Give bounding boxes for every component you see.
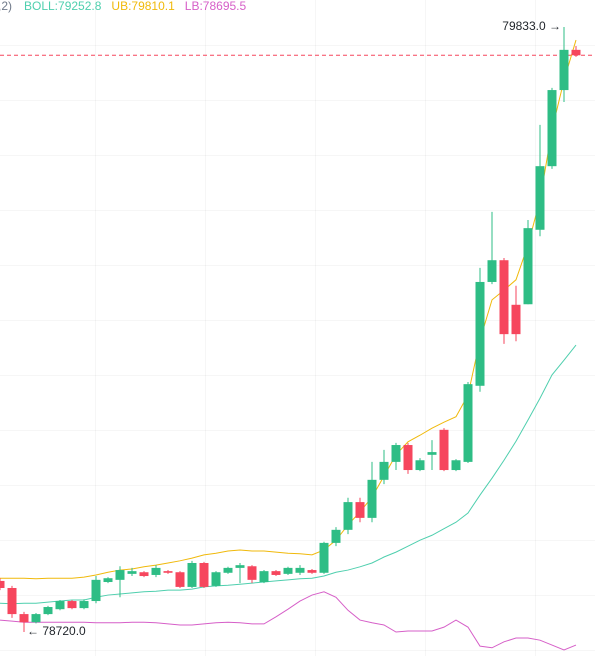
candle-body [343, 502, 353, 530]
candle-body [199, 562, 209, 587]
legend-entry: UB:79810.1 [111, 0, 175, 13]
candle-body [55, 601, 65, 610]
candle-body [547, 90, 557, 167]
candle-body [7, 587, 17, 615]
candle-body [559, 49, 569, 91]
candle-body [223, 567, 233, 573]
indicator-params: ,2) [0, 0, 12, 13]
candle-body [271, 571, 281, 575]
candle-body [19, 614, 29, 623]
legend-entry: LB:78695.5 [185, 0, 247, 13]
candle-body [487, 260, 497, 282]
candle-body [463, 384, 473, 462]
candle-body [379, 461, 389, 480]
indicator-line [0, 344, 577, 605]
min-price-label: ← 78720.0 [27, 624, 86, 638]
candle-body [91, 579, 101, 602]
indicator-line [0, 591, 577, 651]
candle-body [499, 260, 509, 335]
legend-entry: BOLL:79252.8 [24, 0, 102, 13]
candle-body [43, 607, 53, 615]
candle-body [331, 529, 341, 543]
candle-body [259, 571, 269, 583]
indicator-line [0, 39, 577, 580]
candle-body [535, 166, 545, 230]
candle-body [571, 49, 581, 56]
candle-body [151, 567, 161, 575]
candle-body [211, 572, 221, 586]
candle-body [0, 580, 5, 588]
candle-body [523, 228, 533, 305]
candle-body [307, 570, 317, 573]
candle-body [295, 567, 305, 573]
candle-body [415, 460, 425, 471]
candle-body [367, 479, 377, 518]
candle-body [355, 502, 365, 518]
candle-body [391, 445, 401, 462]
candle-body [187, 562, 197, 587]
candle-body [163, 571, 173, 573]
candle-body [31, 614, 41, 623]
candle-body [427, 452, 437, 455]
candle-body [175, 572, 185, 587]
candle-body [247, 566, 257, 580]
candle-body [511, 304, 521, 335]
candle-body [67, 601, 77, 609]
candle-body [319, 542, 329, 573]
candle-body [79, 601, 89, 609]
candle-body [139, 572, 149, 577]
candle-body [115, 570, 125, 580]
max-price-label: 79833.0 → [502, 19, 561, 33]
candle-body [403, 445, 413, 471]
candle-body [283, 567, 293, 574]
candle-body [127, 571, 137, 574]
candle-body [439, 429, 449, 471]
candle-body [103, 578, 113, 583]
candle-body [475, 281, 485, 386]
candle-body [235, 565, 245, 568]
candle-body [451, 460, 461, 471]
